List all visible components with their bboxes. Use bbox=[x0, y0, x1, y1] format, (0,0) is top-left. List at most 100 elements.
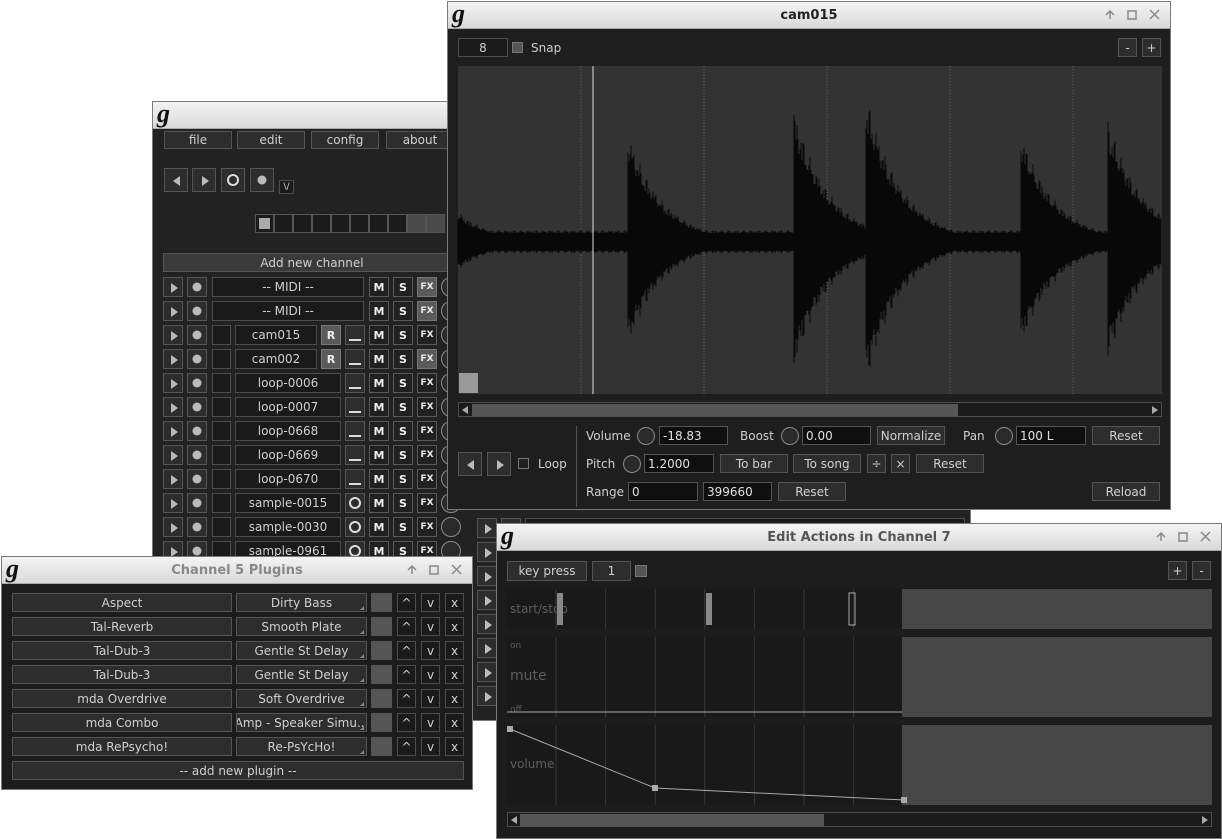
plugin-name[interactable]: Tal-Dub-3 bbox=[12, 641, 232, 660]
mute-button[interactable]: M bbox=[369, 445, 389, 465]
record-button[interactable] bbox=[187, 421, 207, 441]
zoom-out-button[interactable]: - bbox=[1118, 38, 1137, 57]
snap-checkbox[interactable] bbox=[635, 565, 647, 577]
start-stop-track[interactable]: start/stop bbox=[507, 589, 1212, 629]
move-up-button[interactable]: ^ bbox=[397, 689, 416, 708]
fx-button[interactable]: FX bbox=[417, 325, 437, 345]
button[interactable]: Reset bbox=[778, 482, 846, 501]
play-button[interactable] bbox=[163, 469, 183, 489]
mute-button[interactable]: M bbox=[369, 301, 389, 321]
remove-button[interactable]: x bbox=[445, 593, 464, 612]
channel-mode[interactable] bbox=[345, 421, 365, 441]
channel-name[interactable]: cam002 bbox=[235, 349, 317, 369]
plugin-preset[interactable]: Soft Overdrive bbox=[236, 689, 367, 708]
metronome-toggle[interactable]: \/ bbox=[279, 180, 294, 194]
window-controls[interactable] bbox=[1151, 529, 1217, 545]
channel-mode[interactable] bbox=[345, 373, 365, 393]
channel-mode[interactable] bbox=[345, 325, 365, 345]
play-button[interactable] bbox=[163, 421, 183, 441]
fx-button[interactable]: FX bbox=[417, 397, 437, 417]
move-down-button[interactable]: v bbox=[421, 689, 440, 708]
plugin-name[interactable]: Aspect bbox=[12, 593, 232, 612]
remove-button[interactable]: x bbox=[445, 737, 464, 756]
play-button[interactable] bbox=[477, 566, 497, 586]
record-button[interactable] bbox=[187, 493, 207, 513]
move-down-button[interactable]: v bbox=[421, 617, 440, 636]
plugin-name[interactable]: mda RePsycho! bbox=[12, 737, 232, 756]
play-button[interactable] bbox=[192, 168, 216, 192]
mute-button[interactable]: M bbox=[369, 517, 389, 537]
mute-button[interactable]: M bbox=[369, 397, 389, 417]
record-button[interactable] bbox=[250, 168, 274, 192]
plugin-name[interactable]: mda Overdrive bbox=[12, 689, 232, 708]
solo-button[interactable]: S bbox=[393, 445, 413, 465]
menu-button[interactable]: edit bbox=[237, 131, 305, 149]
channel-mode[interactable] bbox=[345, 517, 365, 537]
text-input[interactable]: 100 L bbox=[1016, 426, 1086, 445]
knob[interactable] bbox=[637, 427, 655, 445]
channel-mode[interactable] bbox=[345, 493, 365, 513]
zoom-out-button[interactable]: - bbox=[1192, 561, 1211, 580]
mute-button[interactable]: M bbox=[369, 325, 389, 345]
scrollbar[interactable] bbox=[458, 402, 1162, 417]
play-button[interactable] bbox=[477, 662, 497, 682]
loop-checkbox[interactable] bbox=[518, 458, 529, 469]
action-type-selector[interactable]: key press bbox=[507, 561, 587, 581]
plugin-preset[interactable]: Smooth Plate bbox=[236, 617, 367, 636]
knob[interactable] bbox=[623, 455, 641, 473]
add-plugin-button[interactable]: -- add new plugin -- bbox=[12, 761, 464, 780]
knob[interactable] bbox=[995, 427, 1013, 445]
channel-mode[interactable] bbox=[345, 469, 365, 489]
play-button[interactable] bbox=[477, 638, 497, 658]
record-button[interactable] bbox=[187, 517, 207, 537]
plugin-preset[interactable]: Dirty Bass bbox=[236, 593, 367, 612]
menu-button[interactable]: about bbox=[386, 131, 454, 149]
channel-name[interactable]: loop-0669 bbox=[235, 445, 341, 465]
zoom-in-button[interactable]: + bbox=[1142, 38, 1161, 57]
plugin-name[interactable]: Tal-Dub-3 bbox=[12, 665, 232, 684]
button[interactable]: Reset bbox=[1092, 426, 1160, 445]
channel-mode[interactable] bbox=[345, 445, 365, 465]
scrollbar[interactable] bbox=[507, 812, 1212, 827]
plugin-preset[interactable]: Amp - Speaker Simu... bbox=[236, 713, 367, 732]
record-button[interactable] bbox=[187, 397, 207, 417]
button[interactable]: To bar bbox=[720, 454, 788, 473]
play-button[interactable] bbox=[477, 686, 497, 706]
record-button[interactable] bbox=[187, 325, 207, 345]
scroll-thumb[interactable] bbox=[520, 814, 824, 826]
channel-name[interactable]: -- MIDI -- bbox=[212, 301, 364, 321]
remove-button[interactable]: x bbox=[445, 617, 464, 636]
button[interactable]: Reload bbox=[1092, 482, 1160, 501]
solo-button[interactable]: S bbox=[393, 517, 413, 537]
menu-button[interactable]: file bbox=[164, 131, 232, 149]
button[interactable]: Normalize bbox=[877, 426, 945, 445]
button[interactable]: Reset bbox=[916, 454, 984, 473]
volume-knob[interactable] bbox=[441, 517, 461, 537]
play-button[interactable] bbox=[477, 590, 497, 610]
text-input[interactable]: 0 bbox=[628, 482, 698, 501]
waveform-area[interactable] bbox=[457, 66, 1162, 394]
solo-button[interactable]: S bbox=[393, 469, 413, 489]
snap-checkbox[interactable] bbox=[512, 42, 523, 53]
solo-button[interactable]: S bbox=[393, 421, 413, 441]
channel-mode[interactable] bbox=[345, 397, 365, 417]
remove-button[interactable]: x bbox=[445, 665, 464, 684]
fx-button[interactable]: FX bbox=[417, 469, 437, 489]
text-input[interactable]: 399660 bbox=[703, 482, 772, 501]
fx-button[interactable]: FX bbox=[417, 517, 437, 537]
text-input[interactable]: -18.83 bbox=[659, 426, 728, 445]
window-controls[interactable] bbox=[402, 562, 468, 578]
volume-track[interactable]: volume bbox=[507, 725, 1212, 805]
move-up-button[interactable]: ^ bbox=[397, 737, 416, 756]
solo-button[interactable]: S bbox=[393, 349, 413, 369]
move-up-button[interactable]: ^ bbox=[397, 665, 416, 684]
play-button[interactable] bbox=[477, 542, 497, 562]
fx-button[interactable]: FX bbox=[417, 277, 437, 297]
record-button[interactable] bbox=[187, 301, 207, 321]
move-up-button[interactable]: ^ bbox=[397, 593, 416, 612]
grid-selector[interactable]: 1 bbox=[592, 561, 631, 581]
mute-track[interactable]: on mute off bbox=[507, 637, 1212, 717]
fx-button[interactable]: FX bbox=[417, 301, 437, 321]
scroll-thumb[interactable] bbox=[472, 404, 958, 416]
play-button[interactable] bbox=[163, 445, 183, 465]
